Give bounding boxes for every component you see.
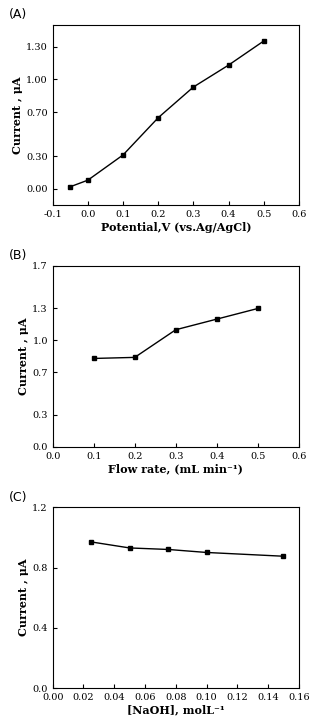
Text: (B): (B) [8, 249, 27, 262]
Y-axis label: Current , μA: Current , μA [18, 559, 30, 636]
Text: (C): (C) [8, 491, 27, 504]
Y-axis label: Current , μA: Current , μA [18, 318, 30, 395]
X-axis label: Flow rate, (mL min⁻¹): Flow rate, (mL min⁻¹) [108, 463, 243, 474]
Text: (A): (A) [8, 8, 27, 21]
Y-axis label: Current , μA: Current , μA [12, 76, 23, 153]
X-axis label: [NaOH], molL⁻¹: [NaOH], molL⁻¹ [127, 704, 225, 715]
X-axis label: Potential,V (vs.Ag/AgCl): Potential,V (vs.Ag/AgCl) [100, 222, 251, 233]
